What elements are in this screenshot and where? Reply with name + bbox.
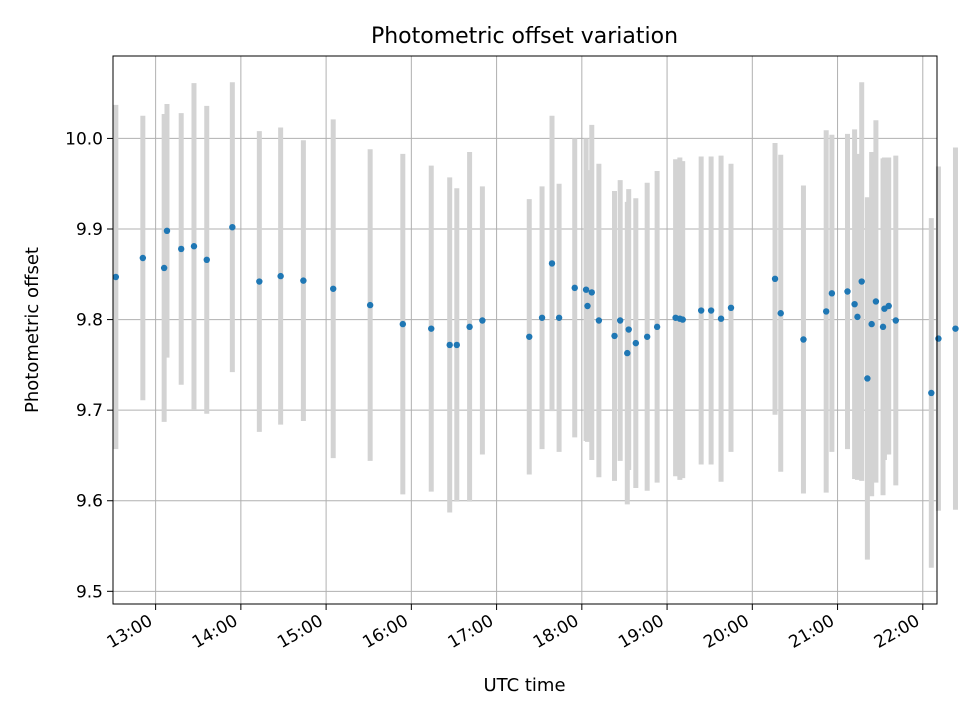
data-point — [453, 341, 461, 349]
data-point — [548, 260, 556, 267]
data-point — [679, 316, 686, 323]
data-point — [625, 326, 632, 333]
y-tick-label: 9.9 — [76, 220, 103, 240]
data-point — [885, 302, 892, 310]
data-point — [777, 310, 784, 317]
y-tick-label: 9.5 — [76, 582, 103, 602]
data-point — [844, 288, 851, 295]
chart-title: Photometric offset variation — [371, 24, 678, 49]
data-point — [466, 323, 473, 331]
data-point — [616, 317, 624, 324]
y-axis-label: Photometric offset — [22, 247, 43, 413]
data-point — [864, 375, 871, 382]
data-point — [624, 349, 631, 357]
x-tick-label: 15:00 — [274, 611, 326, 653]
y-tick-label: 9.6 — [76, 492, 103, 512]
data-point — [300, 277, 307, 284]
data-point — [584, 302, 591, 310]
data-point — [330, 285, 337, 292]
data-point — [112, 273, 120, 281]
data-point — [139, 254, 147, 262]
data-point — [653, 323, 661, 331]
data-point — [399, 320, 407, 328]
data-point — [872, 298, 880, 305]
data-point — [479, 317, 486, 324]
data-points — [112, 223, 959, 397]
data-point — [851, 300, 858, 308]
data-point — [858, 278, 865, 285]
x-tick-label: 20:00 — [700, 611, 752, 653]
y-tick-label: 9.7 — [76, 401, 103, 421]
data-point — [632, 339, 640, 347]
data-point — [160, 264, 168, 272]
data-point — [828, 290, 836, 297]
data-point — [935, 335, 942, 342]
data-point — [256, 278, 263, 285]
data-point — [538, 314, 546, 321]
data-point — [952, 325, 959, 332]
data-point — [526, 333, 533, 340]
data-point — [643, 333, 651, 340]
data-point — [163, 227, 171, 235]
y-axis: 9.5 9.6 9.7 9.8 9.9 10.0 — [65, 129, 113, 602]
data-point — [771, 275, 779, 283]
x-tick-label: 18:00 — [530, 611, 582, 653]
data-point — [611, 332, 618, 340]
data-point — [822, 308, 830, 315]
data-point — [697, 307, 705, 314]
data-point — [190, 243, 198, 250]
y-tick-label: 10.0 — [65, 129, 103, 149]
x-tick-label: 19:00 — [615, 611, 667, 653]
error-bars — [113, 82, 958, 568]
data-point — [717, 315, 725, 322]
data-point — [446, 341, 453, 349]
plot-frame — [112, 55, 938, 605]
data-point — [555, 314, 563, 321]
data-point — [277, 272, 284, 280]
data-point — [571, 284, 578, 292]
x-tick-label: 14:00 — [189, 611, 241, 653]
data-point — [588, 289, 595, 296]
data-point — [595, 317, 603, 324]
data-point — [203, 256, 210, 264]
data-point — [366, 301, 374, 309]
x-axis: 13:00 14:00 15:00 16:00 17:00 18:00 19:00 20:00… — [104, 604, 924, 653]
x-axis-label: UTC time — [483, 675, 565, 696]
data-point — [177, 245, 185, 253]
data-point — [229, 223, 236, 231]
data-point — [707, 307, 715, 314]
grid — [113, 56, 937, 604]
data-point — [800, 336, 807, 343]
data-point — [879, 323, 887, 331]
y-tick-label: 9.8 — [76, 311, 103, 331]
x-tick-label: 21:00 — [786, 611, 838, 653]
x-tick-label: 16:00 — [359, 611, 411, 653]
x-tick-label: 13:00 — [104, 611, 156, 653]
x-tick-label: 22:00 — [871, 611, 923, 653]
data-point — [868, 320, 875, 328]
x-tick-label: 17:00 — [445, 611, 497, 653]
data-point — [727, 304, 735, 312]
data-point — [428, 325, 435, 332]
data-point — [854, 313, 861, 321]
data-point — [928, 389, 935, 397]
data-point — [892, 317, 899, 324]
data-point — [582, 286, 590, 293]
